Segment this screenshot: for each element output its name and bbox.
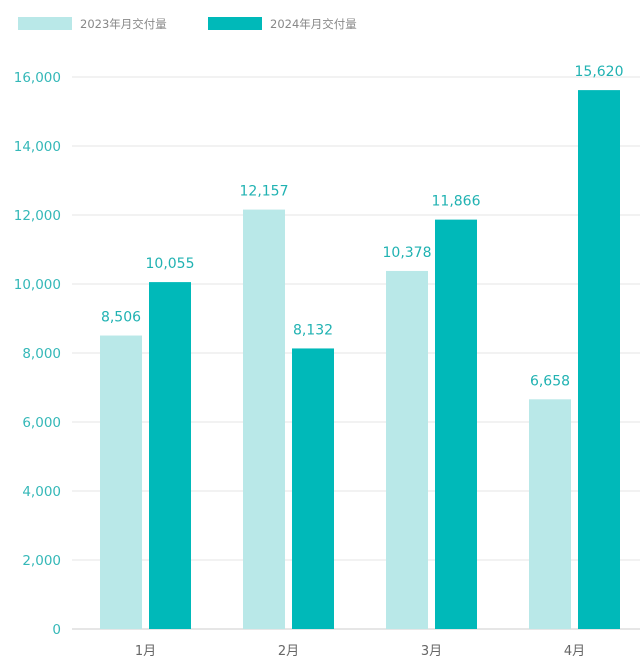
x-tick-label: 3月 <box>421 644 442 659</box>
data-label: 8,132 <box>293 322 333 338</box>
y-tick-label: 6,000 <box>22 415 61 431</box>
legend-label-2024: 2024年月交付量 <box>270 17 357 31</box>
y-tick-label: 14,000 <box>14 139 61 155</box>
data-label: 6,658 <box>530 373 570 389</box>
bar-2024-4 <box>578 90 620 630</box>
bar-2023-1 <box>100 335 142 629</box>
data-label: 10,378 <box>383 245 432 261</box>
bar-2023-2 <box>243 209 285 629</box>
y-tick-label: 4,000 <box>22 484 61 500</box>
bars <box>100 90 620 630</box>
data-label: 12,157 <box>240 184 289 200</box>
x-tick-label: 2月 <box>278 644 299 659</box>
data-labels: 8,506 10,055 12,157 8,132 10,378 11,866 6,658 1… <box>101 64 624 389</box>
y-tick-label: 2,000 <box>22 553 61 569</box>
legend-label-2023: 2023年月交付量 <box>80 17 167 31</box>
data-label: 8,506 <box>101 310 141 326</box>
y-tick-label: 8,000 <box>22 346 61 362</box>
data-label: 10,055 <box>146 256 195 272</box>
x-tick-label: 4月 <box>564 644 585 659</box>
legend-swatch-2024 <box>208 17 262 30</box>
legend-swatch-2023 <box>18 17 72 30</box>
y-tick-label: 16,000 <box>14 70 61 86</box>
legend: 2023年月交付量 2024年月交付量 <box>18 17 357 31</box>
y-tick-label: 0 <box>52 622 61 638</box>
x-axis-ticks: 1月 2月 3月 4月 <box>135 644 585 659</box>
y-axis-ticks: 0 2,000 4,000 6,000 8,000 10,000 12,000 14,000 1… <box>14 70 61 638</box>
bar-2024-1 <box>149 282 191 629</box>
bar-2023-4 <box>529 399 571 629</box>
bar-2024-2 <box>292 348 334 629</box>
bar-2023-3 <box>386 270 428 629</box>
bar-2024-3 <box>435 219 477 630</box>
data-label: 15,620 <box>575 64 624 80</box>
y-tick-label: 10,000 <box>14 277 61 293</box>
y-tick-label: 12,000 <box>14 208 61 224</box>
x-tick-label: 1月 <box>135 644 156 659</box>
data-label: 11,866 <box>432 194 481 210</box>
